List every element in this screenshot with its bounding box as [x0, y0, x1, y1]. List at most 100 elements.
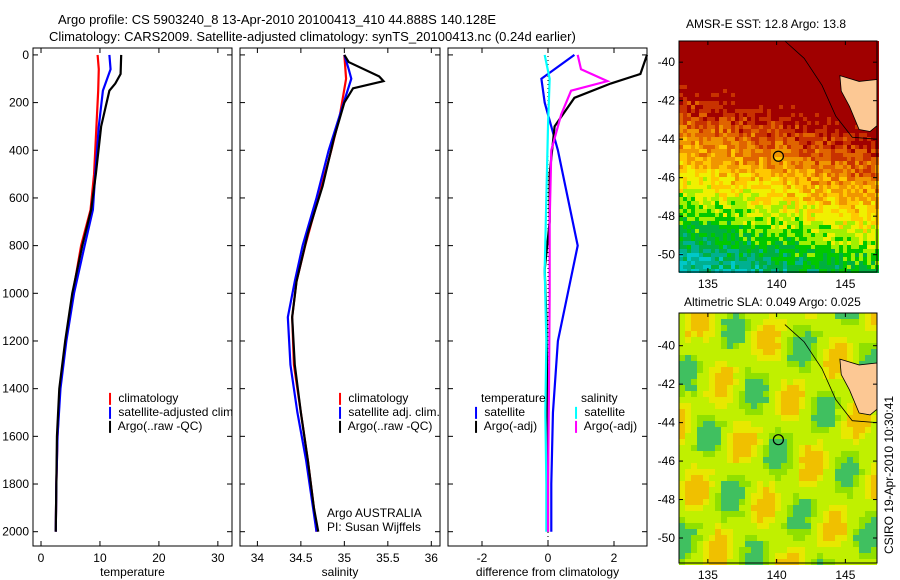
map-cell: [823, 69, 827, 73]
map-cell: [735, 89, 739, 93]
map-cell: [715, 457, 721, 463]
map-cell: [805, 343, 811, 349]
map-cell: [847, 61, 851, 65]
map-cell: [685, 559, 691, 565]
map-cell: [827, 269, 831, 273]
map-cell: [691, 553, 697, 559]
map-cell: [743, 253, 747, 257]
map-cell: [775, 65, 779, 69]
map-cell: [823, 241, 827, 245]
map-cell: [835, 481, 841, 487]
map-cell: [755, 205, 759, 209]
map-cell: [727, 439, 733, 445]
map-cell: [847, 217, 851, 221]
map-cell: [807, 205, 811, 209]
map-cell: [831, 93, 835, 97]
map-cell: [679, 181, 683, 185]
map-cell: [829, 325, 835, 331]
map-cell: [731, 177, 735, 181]
map-cell: [723, 117, 727, 121]
map-cell: [763, 57, 767, 61]
map-cell: [691, 559, 697, 565]
map-cell: [719, 209, 723, 213]
map-cell: [807, 153, 811, 157]
map-cell: [731, 105, 735, 109]
map-cell: [755, 185, 759, 189]
map-cell: [791, 113, 795, 117]
map-cell: [687, 157, 691, 161]
map-cell: [695, 145, 699, 149]
map-cell: [679, 325, 685, 331]
map-cell: [795, 105, 799, 109]
map-cell: [859, 149, 863, 153]
map-cell: [767, 129, 771, 133]
map-cell: [739, 165, 743, 169]
map-cell: [835, 391, 841, 397]
map-cell: [805, 415, 811, 421]
map-cell: [841, 445, 847, 451]
map-cell: [759, 57, 763, 61]
map-cell: [759, 189, 763, 193]
map-cell: [815, 189, 819, 193]
map-cell: [847, 213, 851, 217]
map-cell: [847, 181, 851, 185]
map-cell: [687, 101, 691, 105]
map-cell: [795, 153, 799, 157]
map-cell: [843, 141, 847, 145]
map-cell: [823, 385, 829, 391]
map-cell: [775, 391, 781, 397]
map-cell: [747, 177, 751, 181]
map-cell: [715, 85, 719, 89]
map-cell: [755, 133, 759, 137]
map-cell: [851, 193, 855, 197]
map-cell: [691, 517, 697, 523]
map-cell: [691, 523, 697, 529]
map-cell: [863, 217, 867, 221]
map-cell: [703, 313, 709, 319]
map-cell: [691, 85, 695, 89]
map-cell: [771, 241, 775, 245]
map-cell: [715, 149, 719, 153]
map-cell: [827, 89, 831, 93]
map-cell: [835, 409, 841, 415]
map-cell: [835, 105, 839, 109]
map-cell: [751, 189, 755, 193]
map-cell: [805, 529, 811, 535]
map-cell: [827, 77, 831, 81]
map-cell: [819, 173, 823, 177]
map-cell: [807, 209, 811, 213]
map-cell: [791, 125, 795, 129]
map-cell: [763, 161, 767, 165]
map-cell: [711, 113, 715, 117]
map-cell: [859, 559, 865, 565]
map-cell: [811, 153, 815, 157]
map-cell: [709, 409, 715, 415]
map-cell: [721, 367, 727, 373]
map-cell: [779, 261, 783, 265]
map-cell: [831, 165, 835, 169]
map-cell: [805, 535, 811, 541]
map-cell: [763, 505, 769, 511]
map-cell: [755, 89, 759, 93]
map-cell: [745, 343, 751, 349]
map-cell: [715, 269, 719, 273]
map-cell: [863, 181, 867, 185]
map-cell: [799, 355, 805, 361]
map-cell: [807, 173, 811, 177]
map-cell: [719, 41, 723, 45]
map-cell: [733, 481, 739, 487]
map-cell: [679, 457, 685, 463]
map-cell: [805, 391, 811, 397]
map-cell: [779, 193, 783, 197]
map-cell: [811, 451, 817, 457]
map-cell: [771, 165, 775, 169]
map-cell: [831, 253, 835, 257]
map-cell: [703, 125, 707, 129]
map-cell: [747, 93, 751, 97]
map-cell: [839, 61, 843, 65]
map-cell: [811, 349, 817, 355]
map-cell: [823, 141, 827, 145]
map-cell: [727, 361, 733, 367]
map-cell: [703, 559, 709, 565]
map-cell: [819, 101, 823, 105]
